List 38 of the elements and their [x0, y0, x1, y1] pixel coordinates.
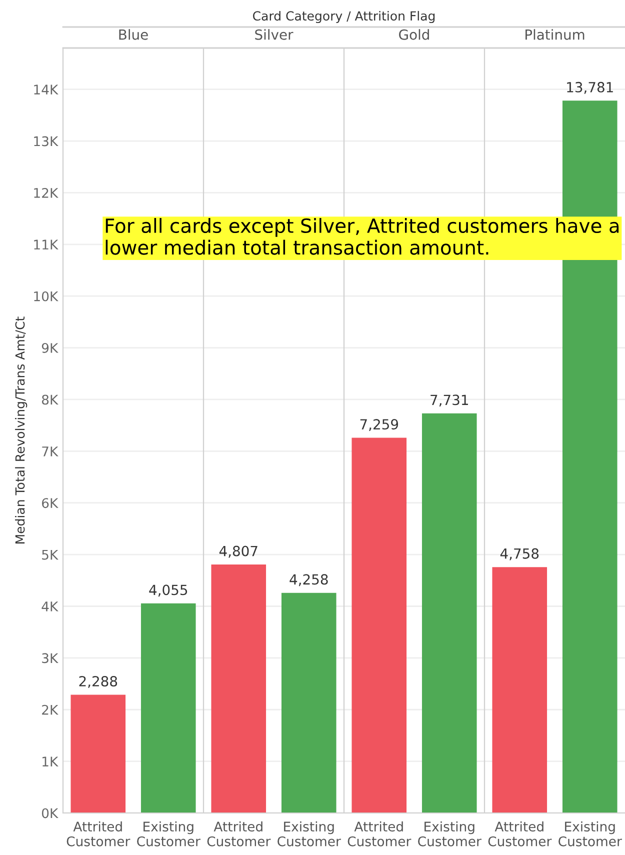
y-tick-label: 10K	[34, 291, 58, 302]
y-tick-label: 2K	[42, 704, 58, 715]
data-label: 4,758	[500, 548, 539, 560]
y-axis-title: Median Total Revolving/Trans Amt/Ct	[15, 316, 28, 544]
x-tick-label: Attrited Customer	[488, 821, 552, 846]
data-label: 4,055	[149, 584, 188, 597]
annotation: For all cards except Silver, Attrited customers have a lower median total transaction amount.	[106, 218, 619, 255]
chart-title: Blue	[119, 29, 148, 40]
x-tick-label: Attrited Customer	[207, 821, 271, 846]
y-tick-label: 1K	[42, 756, 58, 766]
y-tick-label: 14K	[34, 84, 58, 94]
data-label: 13,781	[567, 82, 613, 94]
x-tick-label: Attrited Customer	[348, 821, 412, 846]
chart-title: Gold	[399, 29, 429, 40]
y-tick-label: 9K	[42, 343, 58, 353]
y-tick-label: 7K	[42, 446, 58, 456]
text: Card Category / Attrition Flag	[253, 10, 435, 24]
chart-title: Platinum	[526, 29, 584, 40]
y-tick-label: 4K	[42, 602, 58, 612]
y-tick-label: 3K	[42, 653, 58, 664]
data-label: 4,258	[290, 574, 328, 586]
x-tick-label: Existing Customer	[278, 821, 341, 846]
y-tick-label: 11K	[34, 240, 58, 250]
y-tick-label: 0K	[42, 808, 58, 818]
y-tick-label: 5K	[42, 550, 58, 560]
y-tick-label: 6K	[42, 498, 58, 508]
x-tick-label: Existing Customer	[137, 821, 200, 846]
x-tick-label: Attrited Customer	[66, 821, 130, 846]
chart-title: Silver	[255, 29, 294, 40]
data-label: 7,731	[430, 394, 468, 407]
y-tick-label: 8K	[42, 394, 58, 405]
y-tick-label: 13K	[34, 136, 58, 146]
x-tick-label: Existing Customer	[558, 821, 622, 846]
y-tick-label: 12K	[34, 188, 58, 198]
x-tick-label: Existing Customer	[418, 821, 482, 846]
data-label: 7,259	[360, 419, 398, 431]
data-label: 2,288	[79, 676, 118, 688]
data-label: 4,807	[219, 546, 258, 558]
